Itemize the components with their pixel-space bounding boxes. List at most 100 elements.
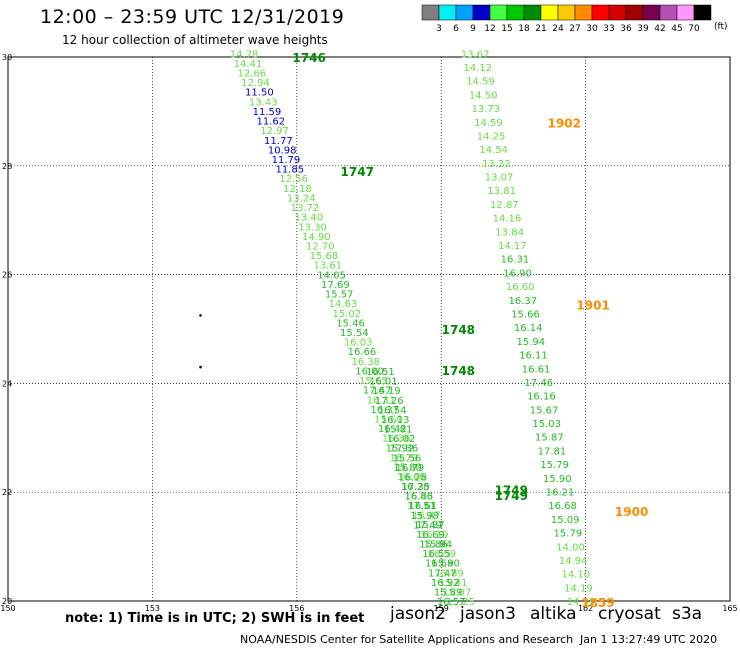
- wave-height-label: 17.47: [363, 386, 392, 397]
- wave-height-label: 15.66: [511, 309, 540, 320]
- legend-tick-label: 24: [552, 24, 564, 34]
- lon-tick-label: 150: [0, 604, 15, 613]
- wave-height-label: 17.35: [401, 482, 430, 493]
- wave-height-label: 15.89: [435, 568, 464, 579]
- wave-height-label: 12.56: [279, 174, 308, 185]
- wave-height-label: 15.02: [332, 309, 361, 320]
- wave-height-label: 13.07: [485, 173, 514, 184]
- wave-height-label: 16.28: [401, 482, 430, 493]
- legend-swatch: [625, 4, 644, 21]
- legend-swatch: [659, 4, 678, 21]
- legend-swatch: [421, 4, 440, 21]
- legend-tick-label: 21: [535, 24, 546, 34]
- wave-height-label: 17.81: [538, 446, 567, 457]
- wave-height-label: 16.42: [378, 424, 407, 435]
- legend-tick-label: 70: [688, 24, 700, 34]
- wave-height-label: 12.97: [260, 126, 289, 137]
- wave-height-label: 16.36: [382, 434, 411, 445]
- pass-time-label: 1746: [292, 51, 325, 65]
- wave-height-label: 13.30: [298, 222, 327, 233]
- page-title: 12:00 – 23:59 UTC 12/31/2019: [40, 6, 345, 28]
- wave-height-label: 16.79: [396, 463, 425, 474]
- wave-height-label: 11.77: [264, 136, 293, 147]
- satellite-jason3: jason3: [460, 604, 516, 624]
- wave-height-label: 16.86: [404, 492, 433, 503]
- legend-swatch: [489, 4, 508, 21]
- wave-height-label: 15.46: [336, 318, 365, 329]
- wave-height-label: 16.90: [503, 268, 532, 279]
- legend-tick-label: 33: [603, 24, 614, 34]
- legend-tick-label: 27: [569, 24, 580, 34]
- map-point: [199, 314, 202, 317]
- wave-height-label: 16.60: [506, 282, 535, 293]
- wave-height-label: 15.09: [551, 515, 580, 526]
- wave-height-label: 13.81: [487, 186, 516, 197]
- wave-height-label: 15.87: [416, 520, 445, 531]
- wave-height-label: 15.67: [530, 405, 559, 416]
- legend-swatch: [608, 4, 627, 21]
- wave-height-label: 17.69: [321, 280, 350, 291]
- wave-height-label: 14.25: [477, 131, 506, 142]
- legend-swatch: [642, 4, 661, 21]
- wave-height-label: 16.79: [389, 453, 418, 464]
- wave-height-label: 13.72: [291, 203, 320, 214]
- satellite-s3a: s3a: [672, 604, 703, 624]
- wave-height-label: 16.03: [344, 338, 373, 349]
- wave-height-label: 17.36: [390, 444, 419, 455]
- footer-note: note: 1) Time is in UTC; 2) SWH is in fe…: [65, 611, 365, 626]
- wave-height-label: 11.85: [275, 165, 304, 176]
- wave-height-label: 16.92: [431, 578, 460, 589]
- wave-height-label: 16.13: [381, 415, 410, 426]
- wave-height-label: 15.89: [434, 588, 463, 599]
- wave-height-label: 14.17: [498, 241, 527, 252]
- wave-height-label: 16.59: [425, 559, 454, 570]
- wave-height-label: 16.57: [437, 597, 466, 608]
- wave-height-label: 16.61: [408, 501, 437, 512]
- wave-height-label: 12.87: [490, 200, 519, 211]
- satellite-tracks: 14.7814.4112.6612.9411.5013.4311.5911.62…: [230, 49, 596, 608]
- map-grid: 150 153 156 159 162 165 20 22 24 26 28 30: [0, 53, 737, 613]
- wave-height-label: 15.80: [393, 463, 422, 474]
- wave-height-label: 13.61: [313, 261, 342, 272]
- wave-height-label: 15.60: [374, 414, 403, 425]
- wave-height-label: 13.84: [495, 227, 524, 238]
- legend-swatch: [693, 4, 712, 21]
- wave-height-label: 16.01: [369, 377, 398, 388]
- wave-height-label: 14.59: [466, 77, 495, 88]
- legend-swatch: [455, 4, 474, 21]
- wave-height-label: 15.81: [384, 425, 413, 436]
- lon-tick-label: 159: [434, 604, 449, 613]
- wave-height-label: 14.19: [564, 583, 593, 594]
- wave-height-label: 15.80: [431, 559, 460, 570]
- legend-swatch: [438, 4, 457, 21]
- legend-tick-label: 15: [501, 24, 512, 34]
- legend-tick-label: 36: [620, 24, 632, 34]
- wave-height-label: 16.19: [372, 386, 401, 397]
- wave-height-label: 15.07: [443, 587, 472, 598]
- wave-height-label: 16.69: [416, 530, 445, 541]
- pass-time-label: 1747: [341, 165, 374, 179]
- legend-swatch: [676, 4, 695, 21]
- wave-height-label: 15.54: [340, 328, 369, 339]
- wave-height-label: 17.47: [428, 568, 457, 579]
- wave-height-label: 16.11: [519, 351, 548, 362]
- wave-height-label: 15.90: [543, 474, 572, 485]
- wave-height-label: 16.66: [397, 472, 426, 483]
- wave-height-label: 15.41: [439, 578, 468, 589]
- wave-height-label: 16.19: [420, 530, 449, 541]
- wave-height-label: 13.22: [482, 159, 511, 170]
- wave-height-label: 12.94: [241, 78, 270, 89]
- wave-height-label: 14.59: [474, 118, 503, 129]
- wave-height-label: 16.00: [355, 366, 384, 377]
- wave-height-label: 11.62: [256, 117, 285, 128]
- wave-height-label: 14.39: [567, 597, 596, 608]
- map-points: [199, 314, 202, 369]
- legend-tick-label: 12: [484, 24, 495, 34]
- wave-height-label: 16.51: [366, 367, 395, 378]
- footer-timestamp: Jan 1 13:27:49 UTC 2020: [580, 633, 718, 646]
- legend-swatch: [540, 4, 559, 21]
- pass-time-label: 1749: [495, 489, 528, 503]
- wave-height-label: 15.56: [393, 453, 422, 464]
- wave-height-label: 15.79: [540, 460, 569, 471]
